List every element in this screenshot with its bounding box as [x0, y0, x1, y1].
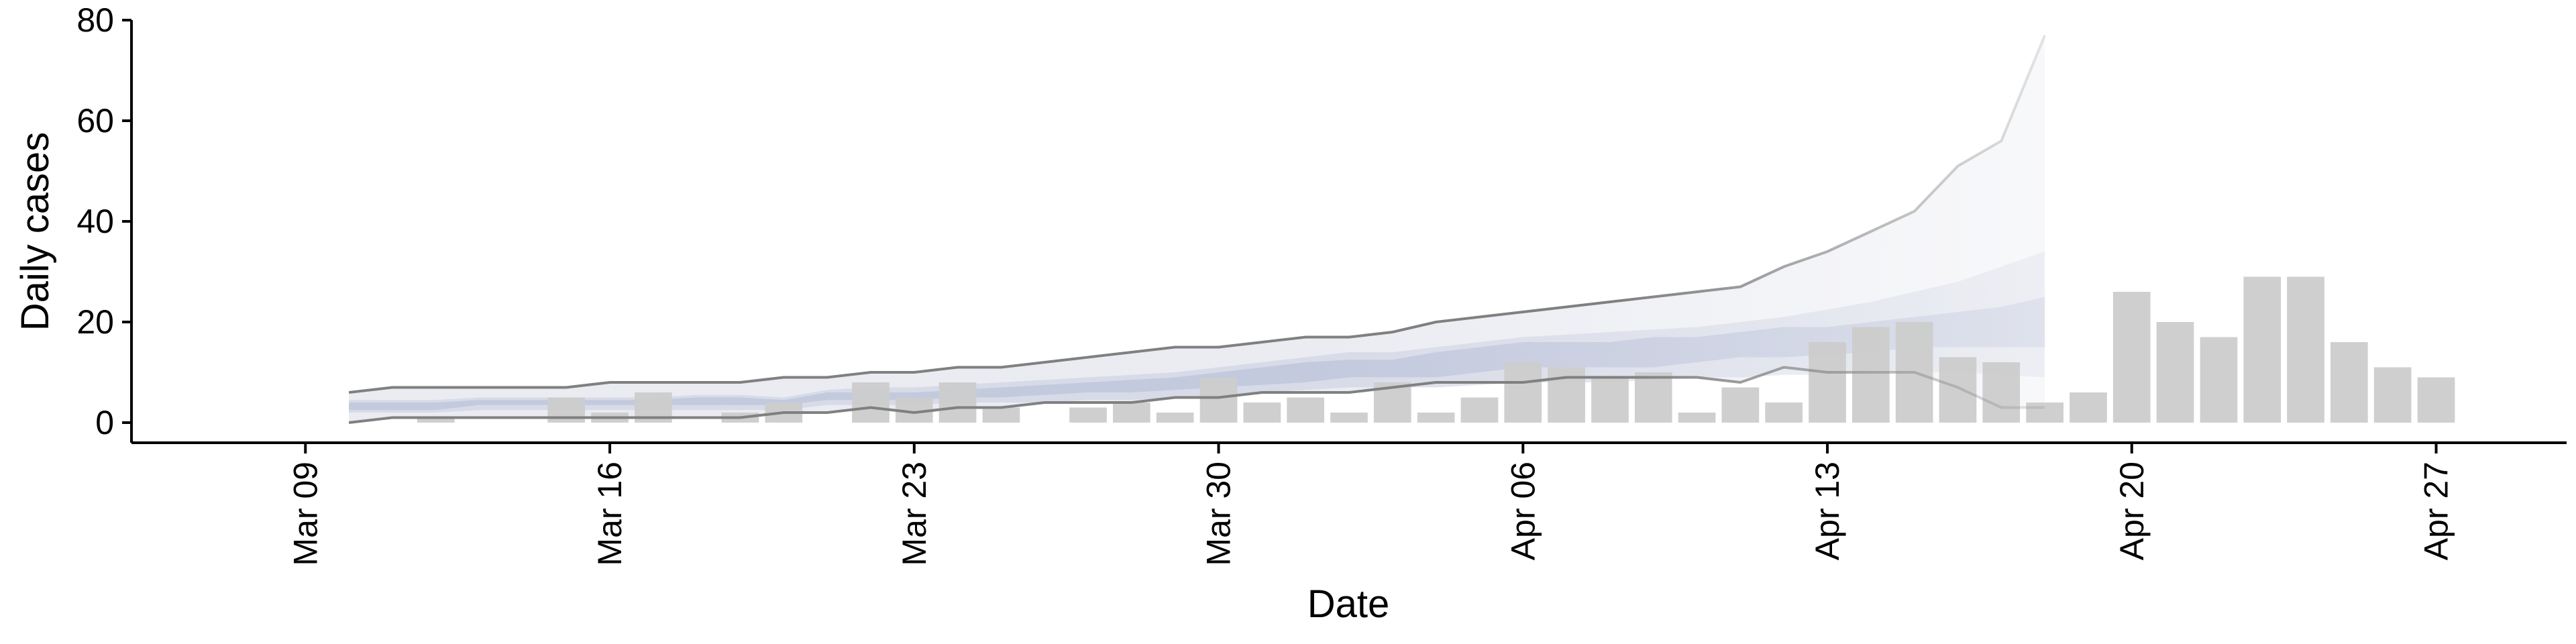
bar	[1460, 397, 1499, 423]
bar	[1678, 413, 1716, 423]
x-tick-label: Apr 27	[2418, 462, 2455, 560]
bar	[2330, 342, 2368, 423]
x-tick-label: Apr 06	[1504, 462, 1542, 560]
bar	[2156, 322, 2194, 423]
bar	[2373, 367, 2412, 423]
forecast-band-20	[349, 297, 2045, 411]
bar	[1417, 413, 1455, 423]
bar	[2417, 377, 2455, 423]
bar	[2287, 276, 2324, 423]
bar	[417, 417, 455, 423]
upper-bound-line	[348, 34, 2046, 394]
bar	[1852, 327, 1890, 423]
x-tick-label: Apr 13	[1809, 462, 1846, 560]
bar	[2243, 276, 2282, 423]
x-tick-label: Mar 16	[591, 462, 629, 566]
y-tick-label: 80	[76, 1, 114, 39]
bar	[1069, 407, 1107, 423]
bar	[1113, 402, 1150, 423]
bar	[1156, 413, 1194, 423]
bar	[1809, 342, 1846, 423]
x-tick-label: Mar 09	[286, 462, 324, 566]
y-axis-ticks: 0 20 40 60 80	[76, 1, 131, 441]
bar	[1982, 362, 2021, 423]
forecast-bound-lines	[348, 34, 2046, 424]
bar	[2200, 337, 2238, 423]
lower-bound-line	[348, 366, 2045, 424]
x-tick-label: Mar 23	[896, 462, 933, 566]
bar	[1591, 377, 1629, 423]
y-tick-label: 60	[76, 102, 114, 140]
bar	[1199, 377, 1238, 423]
bar	[1721, 387, 1760, 423]
y-tick-label: 40	[76, 203, 114, 240]
bar	[1765, 402, 1803, 423]
bar	[1634, 372, 1672, 423]
bar	[2112, 292, 2151, 423]
bar	[1504, 362, 1542, 423]
x-axis-title: Date	[1307, 582, 1390, 626]
x-axis-ticks: Mar 09 Mar 16 Mar 23 Mar 30 Apr 06 Apr 13 Apr …	[286, 443, 2455, 566]
bar	[1548, 367, 1585, 423]
bar	[1330, 413, 1368, 423]
forecast-interval-bands	[349, 35, 2045, 423]
bar	[938, 382, 977, 423]
x-tick-label: Apr 20	[2113, 462, 2151, 560]
forecast-band-50	[349, 252, 2045, 413]
bar	[1939, 357, 1977, 423]
y-tick-label: 20	[76, 303, 114, 341]
forecast-band-90	[349, 35, 2045, 423]
bar	[982, 407, 1020, 423]
bar	[1287, 397, 1324, 423]
x-tick-label: Mar 30	[1200, 462, 1238, 566]
bar	[2026, 402, 2063, 423]
y-tick-label: 0	[95, 404, 114, 441]
bar	[1243, 402, 1281, 423]
axes: 0 20 40 60 80 Mar 09 Mar 16 Mar 23 Mar 30 Apr 06…	[76, 1, 2567, 566]
bar	[852, 382, 890, 423]
bar	[2070, 392, 2107, 423]
y-axis-title: Daily cases	[13, 132, 57, 331]
